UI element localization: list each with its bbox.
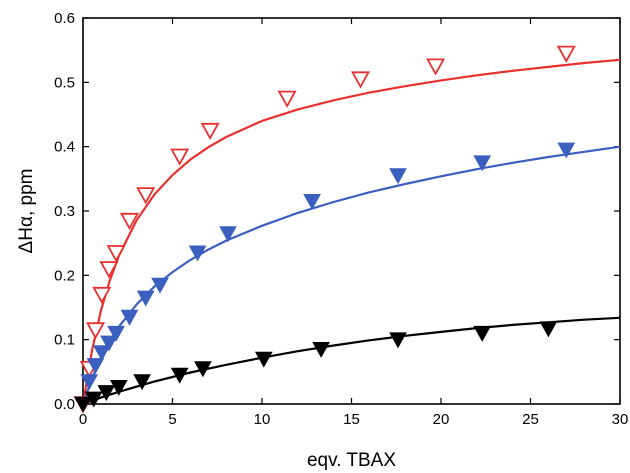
- data-point-series-3: [84, 391, 103, 408]
- tick-group: 0 5 10 15 20 25 30 0.0 0.1 0.2 0.3 0.4 0.5 0.6: [54, 10, 628, 428]
- y-tick-label: 0.1: [54, 332, 75, 349]
- data-point-series-3: [194, 361, 212, 378]
- x-tick-label: 25: [522, 411, 539, 428]
- y-tick-label: 0.0: [54, 396, 75, 413]
- data-point-series-3: [312, 342, 330, 358]
- data-point-series-3: [539, 321, 558, 338]
- x-tick-label: 30: [612, 411, 629, 428]
- plot-frame: [82, 17, 621, 405]
- data-point-series-2: [219, 226, 237, 243]
- data-point-series-1: [350, 71, 371, 89]
- y-tick-label: 0.5: [54, 74, 75, 91]
- data-point-series-2: [188, 245, 207, 262]
- fit-curve-3: [82, 316, 621, 406]
- data-point-series-2: [557, 142, 576, 159]
- x-tick-label: 15: [343, 411, 360, 428]
- data-point-series-3: [109, 380, 128, 396]
- data-point-series-2: [80, 374, 99, 391]
- x-tick-label: 0: [79, 411, 87, 428]
- data-point-series-1: [85, 322, 106, 340]
- data-point-series-1: [119, 212, 140, 231]
- data-point-series-1: [426, 58, 446, 76]
- data-point-series-2: [100, 335, 118, 352]
- fit-curves: [81, 58, 621, 406]
- data-point-series-1: [170, 148, 190, 166]
- x-tick-label: 5: [168, 411, 176, 428]
- data-point-series-2: [136, 290, 155, 307]
- y-tick-label: 0.4: [54, 139, 75, 156]
- data-point-series-3: [254, 351, 273, 368]
- data-point-series-2: [86, 358, 105, 375]
- y-tick-label: 0.2: [54, 267, 75, 284]
- data-point-series-3: [97, 385, 116, 402]
- data-point-series-1: [136, 187, 156, 205]
- data-point-series-2: [92, 345, 111, 362]
- data-point-series-1: [92, 286, 112, 305]
- data-point-series-1: [99, 261, 119, 279]
- data-point-series-1: [277, 90, 297, 108]
- data-point-series-3: [389, 332, 407, 349]
- data-point-series-2: [151, 277, 169, 294]
- x-axis-label: eqv. TBAX: [307, 450, 396, 471]
- x-tick-label: 20: [433, 411, 450, 428]
- data-markers: [73, 45, 576, 414]
- data-point-series-3: [473, 325, 492, 342]
- y-tick-label: 0.3: [54, 203, 75, 220]
- y-tick-label: 0.6: [54, 10, 75, 27]
- data-point-series-3: [170, 367, 189, 384]
- data-point-series-2: [120, 309, 139, 326]
- data-point-series-2: [107, 325, 125, 342]
- data-point-series-1: [106, 245, 126, 263]
- data-point-series-3: [74, 396, 92, 413]
- x-tick-label: 10: [254, 411, 271, 428]
- fit-curve-1: [81, 58, 621, 405]
- data-point-series-2: [473, 155, 492, 172]
- data-point-series-3: [133, 374, 151, 391]
- y-axis-label: ΔHα, ppm: [16, 169, 37, 254]
- data-point-series-2: [303, 194, 321, 210]
- data-point-series-2: [389, 168, 407, 185]
- data-point-series-1: [556, 45, 576, 63]
- data-point-series-1: [200, 122, 220, 141]
